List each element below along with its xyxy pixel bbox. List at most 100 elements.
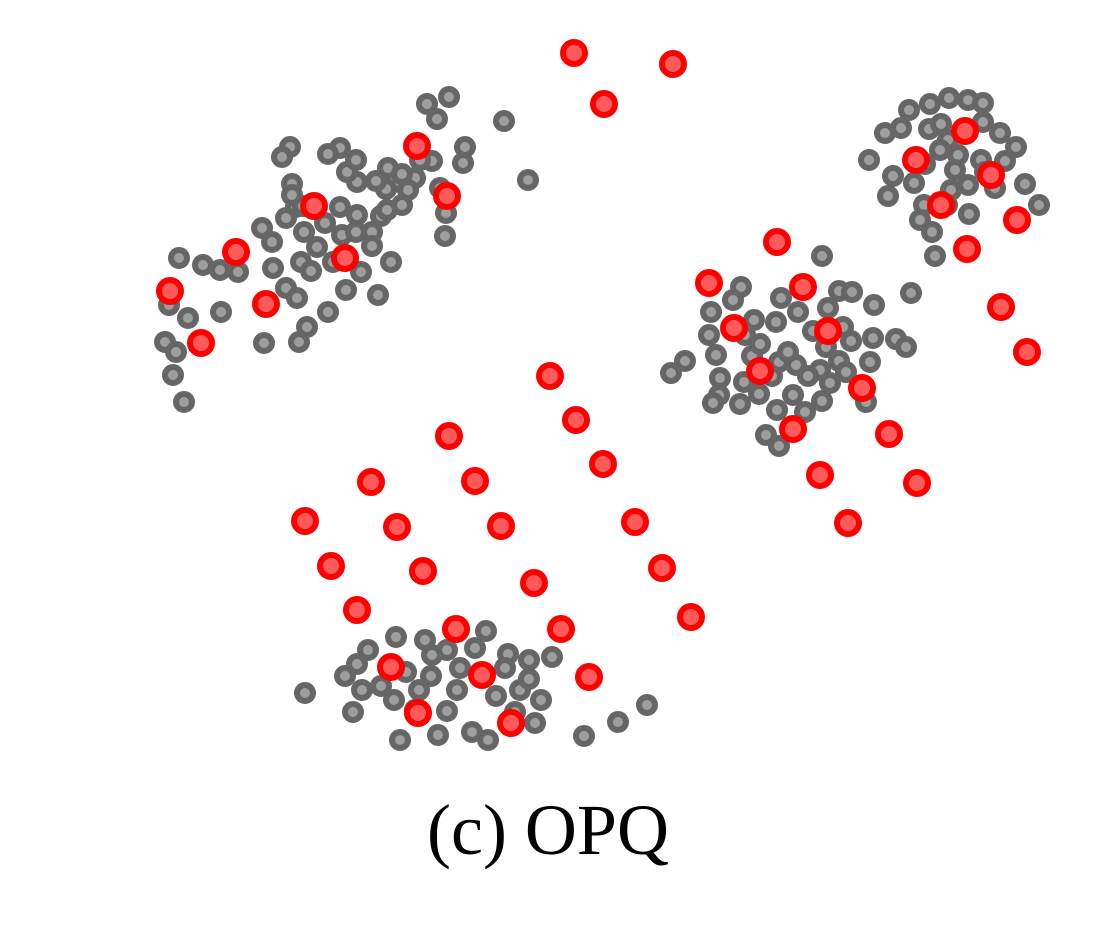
codeword-point <box>903 469 931 497</box>
data-point <box>660 362 682 384</box>
data-point <box>493 110 515 132</box>
codeword-point <box>409 557 437 585</box>
codeword-point <box>252 290 280 318</box>
data-point <box>794 401 816 423</box>
data-point <box>766 399 788 421</box>
codeword-point <box>562 406 590 434</box>
data-point <box>530 689 552 711</box>
codeword-point <box>902 146 930 174</box>
codeword-point <box>987 293 1015 321</box>
data-point <box>1028 194 1050 216</box>
data-point <box>709 367 731 389</box>
codeword-point <box>222 238 250 266</box>
data-point <box>261 231 283 253</box>
data-point <box>1005 136 1027 158</box>
data-point <box>314 212 336 234</box>
data-point <box>722 289 744 311</box>
data-point <box>342 701 364 723</box>
codeword-point <box>659 50 687 78</box>
data-point <box>385 626 407 648</box>
data-point <box>296 316 318 338</box>
data-point <box>748 383 770 405</box>
data-point <box>890 117 912 139</box>
data-point <box>426 108 448 130</box>
data-point <box>251 217 273 239</box>
data-point <box>365 170 387 192</box>
data-point <box>989 122 1011 144</box>
data-point <box>944 159 966 181</box>
codeword-point <box>953 235 981 263</box>
codeword-point <box>331 244 359 272</box>
data-point <box>162 364 184 386</box>
data-point <box>391 163 413 185</box>
data-point <box>895 336 917 358</box>
data-point <box>957 174 979 196</box>
data-point <box>607 711 629 733</box>
codeword-point <box>461 467 489 495</box>
codeword-point <box>156 277 184 305</box>
data-point <box>698 324 720 346</box>
codeword-point <box>433 182 461 210</box>
codeword-point <box>806 461 834 489</box>
data-point <box>286 287 308 309</box>
codeword-point <box>875 420 903 448</box>
data-point <box>210 301 232 323</box>
data-point <box>898 99 920 121</box>
codeword-point <box>590 90 618 118</box>
codeword-point <box>404 699 432 727</box>
data-point <box>938 87 960 109</box>
data-point <box>293 221 315 243</box>
codeword-point <box>497 709 525 737</box>
data-point <box>924 245 946 267</box>
codeword-point <box>834 509 862 537</box>
data-point <box>416 93 438 115</box>
data-point <box>275 207 297 229</box>
codeword-point <box>779 415 807 443</box>
codeword-point <box>383 513 411 541</box>
data-point <box>859 351 881 373</box>
data-point <box>782 384 804 406</box>
codeword-point <box>763 228 791 256</box>
data-point <box>389 729 411 751</box>
data-point <box>168 247 190 269</box>
data-point <box>811 390 833 412</box>
data-point <box>765 311 787 333</box>
codeword-point <box>589 450 617 478</box>
codeword-point <box>560 39 588 67</box>
data-point <box>841 281 863 303</box>
figure-caption: (c) OPQ <box>427 790 669 870</box>
data-point <box>524 712 546 734</box>
data-point <box>817 297 839 319</box>
codeword-point <box>977 161 1005 189</box>
data-point <box>958 203 980 225</box>
codewords-group <box>156 39 1041 737</box>
codeword-point <box>814 317 842 345</box>
data-point <box>434 225 456 247</box>
data-point <box>408 679 430 701</box>
data-point <box>317 301 339 323</box>
data-point <box>464 637 486 659</box>
codeword-point <box>621 508 649 536</box>
data-point <box>452 152 474 174</box>
data-point <box>743 309 765 331</box>
data-point <box>811 245 833 267</box>
codeword-point <box>468 661 496 689</box>
data-point <box>427 724 449 746</box>
data-point <box>173 391 195 413</box>
data-point <box>1014 173 1036 195</box>
data-point <box>770 287 792 309</box>
data-point <box>192 254 214 276</box>
codeword-point <box>789 273 817 301</box>
codeword-point <box>648 554 676 582</box>
data-point <box>729 393 751 415</box>
data-point <box>573 725 595 747</box>
codeword-point <box>187 329 215 357</box>
data-point <box>357 639 379 661</box>
codeword-point <box>547 615 575 643</box>
data-point <box>306 236 328 258</box>
data-point <box>858 149 880 171</box>
codeword-point <box>695 269 723 297</box>
data-point <box>755 424 777 446</box>
data-point <box>380 251 402 273</box>
data-point <box>177 307 199 329</box>
